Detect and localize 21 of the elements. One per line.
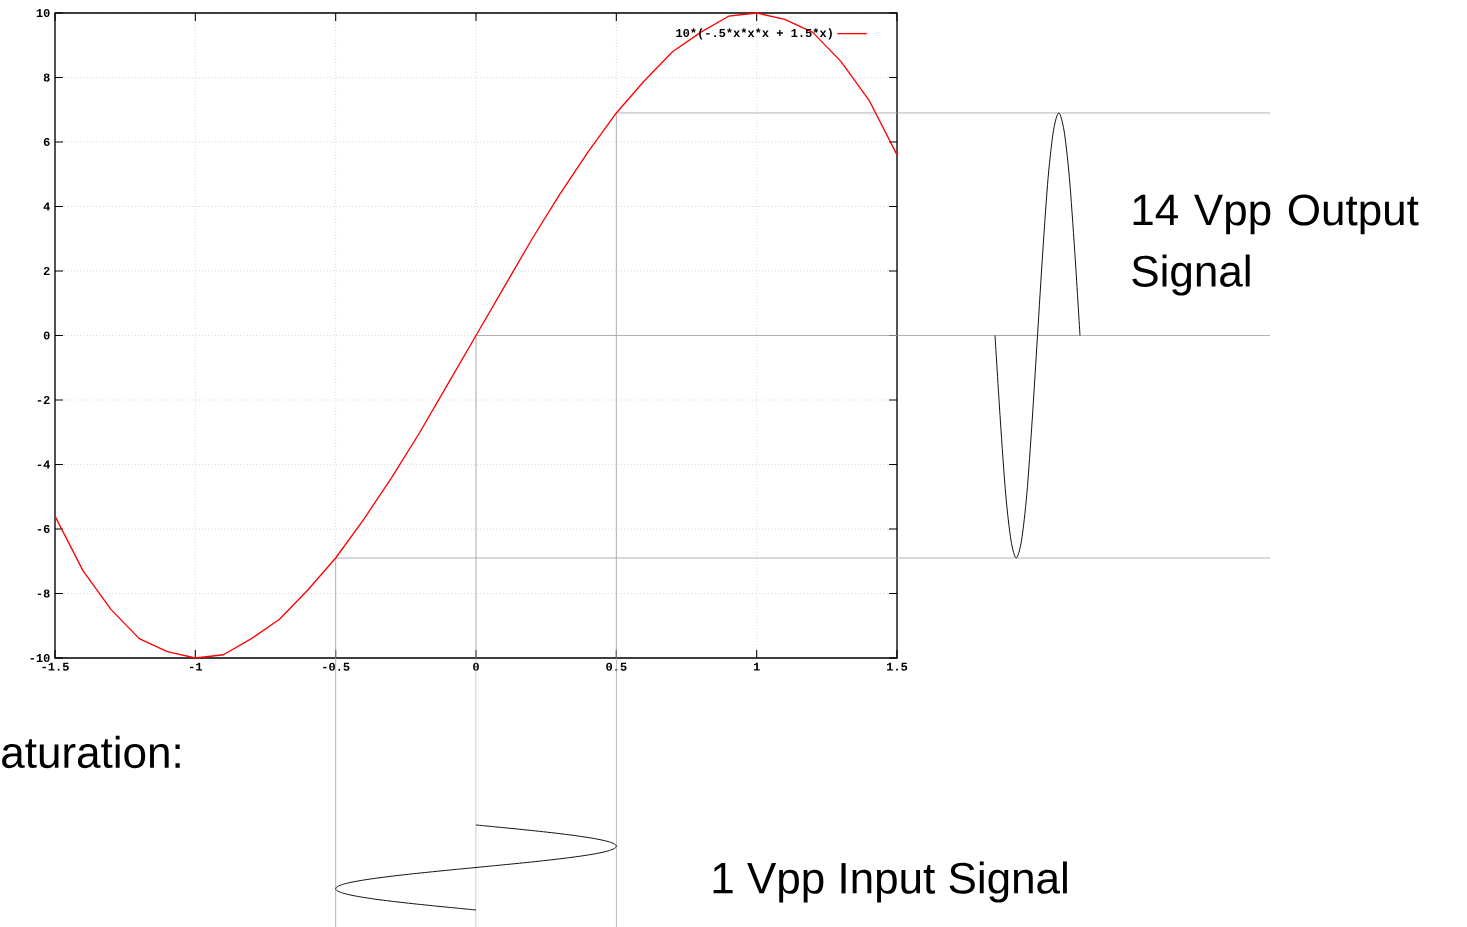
y-tick-label: 6	[43, 137, 50, 147]
y-tick-label: 2	[43, 266, 50, 275]
x-tick-label: -1	[190, 662, 203, 671]
text: 14 Vpp Output Signal	[1132, 194, 1419, 296]
y-tick-label: 0	[43, 331, 50, 340]
x-tick-label: 0.5	[606, 662, 627, 671]
y-tick-label: -8	[37, 589, 50, 598]
x-tick-label: -1.5	[42, 662, 69, 671]
x-tick-label: 0	[473, 662, 479, 671]
y-tick-label: 10	[36, 8, 50, 18]
y-tick-label: -10	[30, 653, 50, 663]
x-tick-label: 1.5	[887, 662, 908, 671]
y-tick-label: 4	[43, 202, 50, 211]
y-tick-label: -6	[37, 524, 50, 534]
y-tick-label: -2	[37, 395, 50, 404]
y-tick-label: -4	[37, 460, 50, 469]
text: 1 Vpp Input Signal	[713, 861, 1067, 903]
text: aturation:	[2, 735, 180, 769]
y-tick-label: 8	[43, 73, 50, 82]
x-tick-label: -0.5	[323, 662, 350, 671]
x-tick-label: 1	[753, 662, 760, 671]
